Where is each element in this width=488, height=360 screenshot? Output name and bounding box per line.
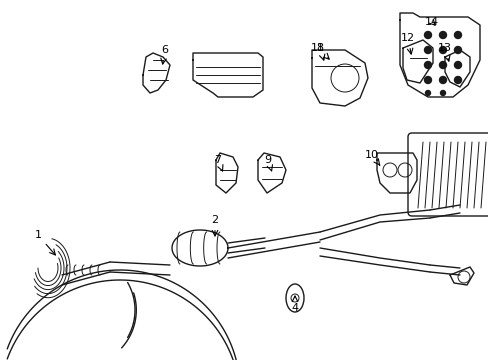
Circle shape bbox=[453, 77, 461, 84]
Circle shape bbox=[424, 77, 430, 84]
Text: 3: 3 bbox=[0, 359, 1, 360]
Circle shape bbox=[453, 31, 461, 39]
Circle shape bbox=[439, 77, 446, 84]
Circle shape bbox=[424, 31, 430, 39]
Text: 12: 12 bbox=[400, 33, 414, 54]
Circle shape bbox=[424, 46, 430, 54]
Text: 6: 6 bbox=[161, 45, 168, 64]
Circle shape bbox=[439, 46, 446, 54]
Text: 10: 10 bbox=[364, 150, 379, 165]
Circle shape bbox=[439, 62, 446, 68]
Text: 9: 9 bbox=[264, 155, 272, 171]
Circle shape bbox=[453, 62, 461, 68]
Text: 11: 11 bbox=[310, 43, 328, 59]
Text: 4: 4 bbox=[291, 296, 298, 313]
Circle shape bbox=[424, 62, 430, 68]
Text: 8: 8 bbox=[316, 43, 324, 60]
Circle shape bbox=[439, 31, 446, 39]
Text: 13: 13 bbox=[437, 43, 451, 61]
Text: 1: 1 bbox=[35, 230, 55, 255]
Text: 7: 7 bbox=[214, 155, 223, 171]
Circle shape bbox=[440, 90, 445, 95]
Text: 2: 2 bbox=[211, 215, 218, 236]
Circle shape bbox=[453, 46, 461, 54]
Text: 14: 14 bbox=[424, 17, 438, 27]
Circle shape bbox=[425, 90, 429, 95]
Text: 5: 5 bbox=[0, 359, 1, 360]
